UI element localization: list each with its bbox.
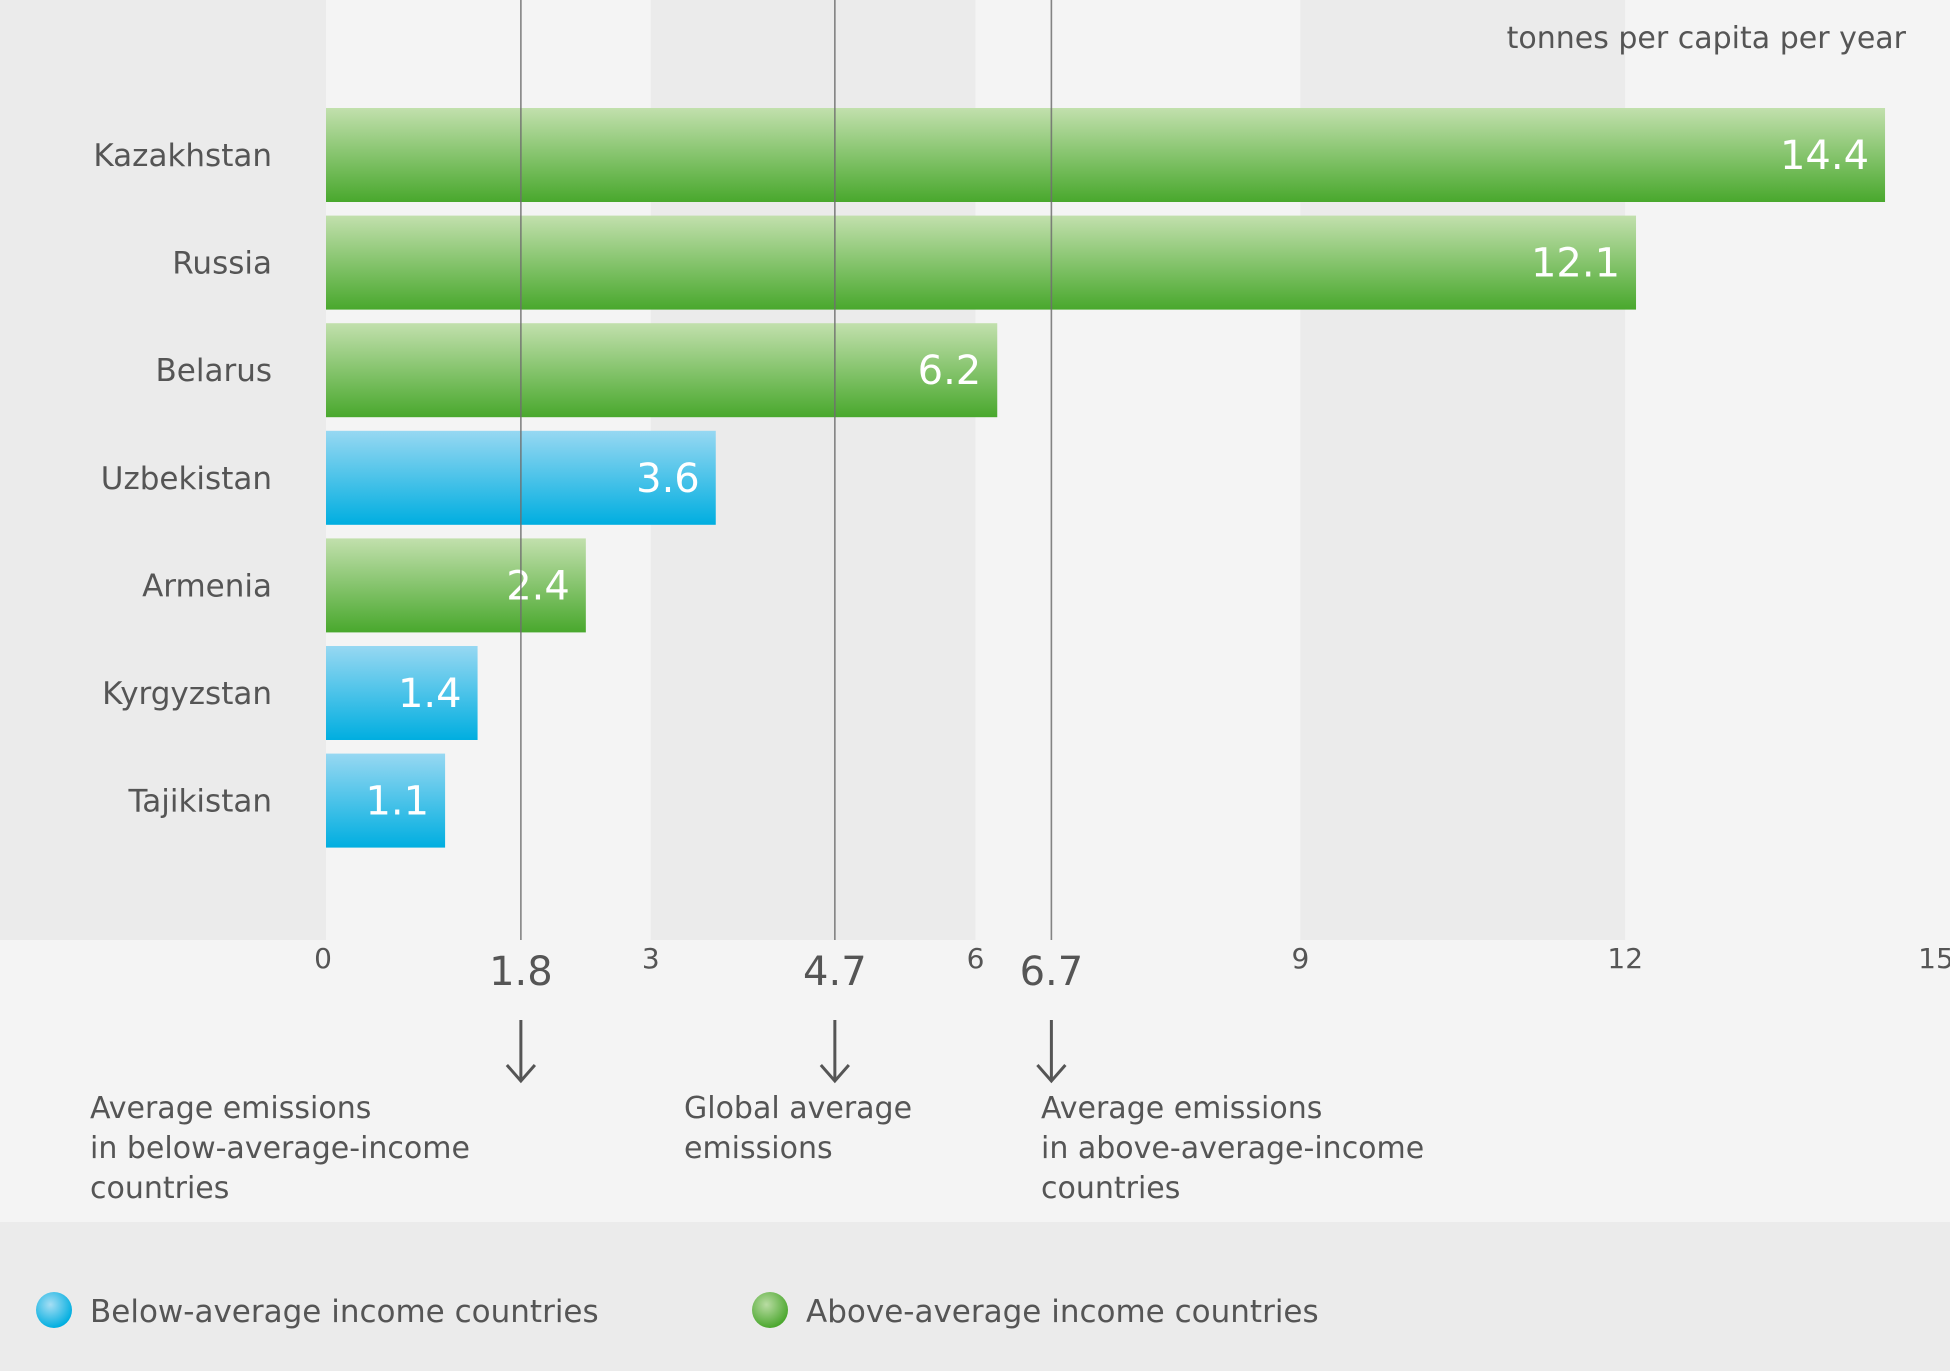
reference-description: Average emissions: [1041, 1091, 1322, 1126]
x-tick-label: 9: [1291, 942, 1309, 975]
bar-kazakhstan: [326, 108, 1886, 202]
x-axis: 0 3 6 9 12 15: [314, 942, 1950, 975]
bar-value-label: 6.2: [918, 348, 982, 394]
category-label: Russia: [172, 246, 272, 282]
bar-value-label: 2.4: [506, 563, 570, 609]
unit-label: tonnes per capita per year: [1507, 21, 1907, 56]
category-label: Armenia: [142, 568, 272, 604]
category-label: Belarus: [156, 353, 273, 389]
reference-description: emissions: [684, 1131, 833, 1166]
bar-tajikistan: [326, 753, 446, 848]
bar-value-label: 1.1: [365, 779, 429, 825]
legend-panel: [0, 1222, 1950, 1371]
bar-kyrgyzstan: [326, 646, 478, 740]
x-tick-label: 12: [1607, 942, 1643, 975]
category-label-panel: [0, 0, 326, 940]
reference-annotations: 1.8 Average emissions in below-average-inc…: [90, 949, 1424, 1206]
reference-value-label: 1.8: [489, 949, 553, 995]
reference-description: in below-average-income: [90, 1131, 470, 1166]
legend-label: Above-average income countries: [806, 1294, 1319, 1330]
legend-swatch-below: [36, 1292, 72, 1328]
legend-swatch-above: [752, 1292, 788, 1328]
x-tick-label: 15: [1918, 942, 1950, 975]
reference-description: countries: [1041, 1171, 1180, 1206]
x-tick-label: 6: [967, 942, 985, 975]
reference-description: Global average: [684, 1091, 912, 1126]
x-tick-label: 3: [642, 942, 660, 975]
reference-lines-layer: [520, 0, 1053, 940]
bar-belarus: [326, 323, 998, 418]
category-label: Uzbekistan: [101, 461, 272, 497]
x-tick-label: 0: [314, 942, 332, 975]
legend-label: Below-average income countries: [90, 1294, 599, 1330]
bar-armenia: [326, 538, 586, 633]
down-arrow-head-icon: [505, 1064, 537, 1084]
category-label: Kyrgyzstan: [102, 676, 272, 712]
down-arrow-head-icon: [1036, 1064, 1067, 1084]
reference-value-label: 6.7: [1020, 949, 1084, 995]
bar-russia: [326, 215, 1637, 310]
category-label: Kazakhstan: [93, 138, 272, 174]
category-label: Tajikistan: [127, 784, 272, 820]
bar-value-label: 12.1: [1531, 241, 1620, 287]
bar-value-label: 14.4: [1780, 133, 1869, 179]
category-labels: Kazakhstan Russia Belarus Uzbekistan Armenia…: [93, 138, 272, 820]
bar-value-label: 3.6: [636, 456, 700, 502]
reference-description: Average emissions: [90, 1091, 371, 1126]
reference-description: countries: [90, 1171, 229, 1206]
down-arrow-head-icon: [819, 1064, 850, 1084]
legend: Below-average income countries Above-aver…: [36, 1292, 1319, 1330]
bar-value-label: 1.4: [398, 671, 462, 717]
reference-value-label: 4.7: [803, 949, 867, 995]
reference-description: in above-average-income: [1041, 1131, 1424, 1166]
